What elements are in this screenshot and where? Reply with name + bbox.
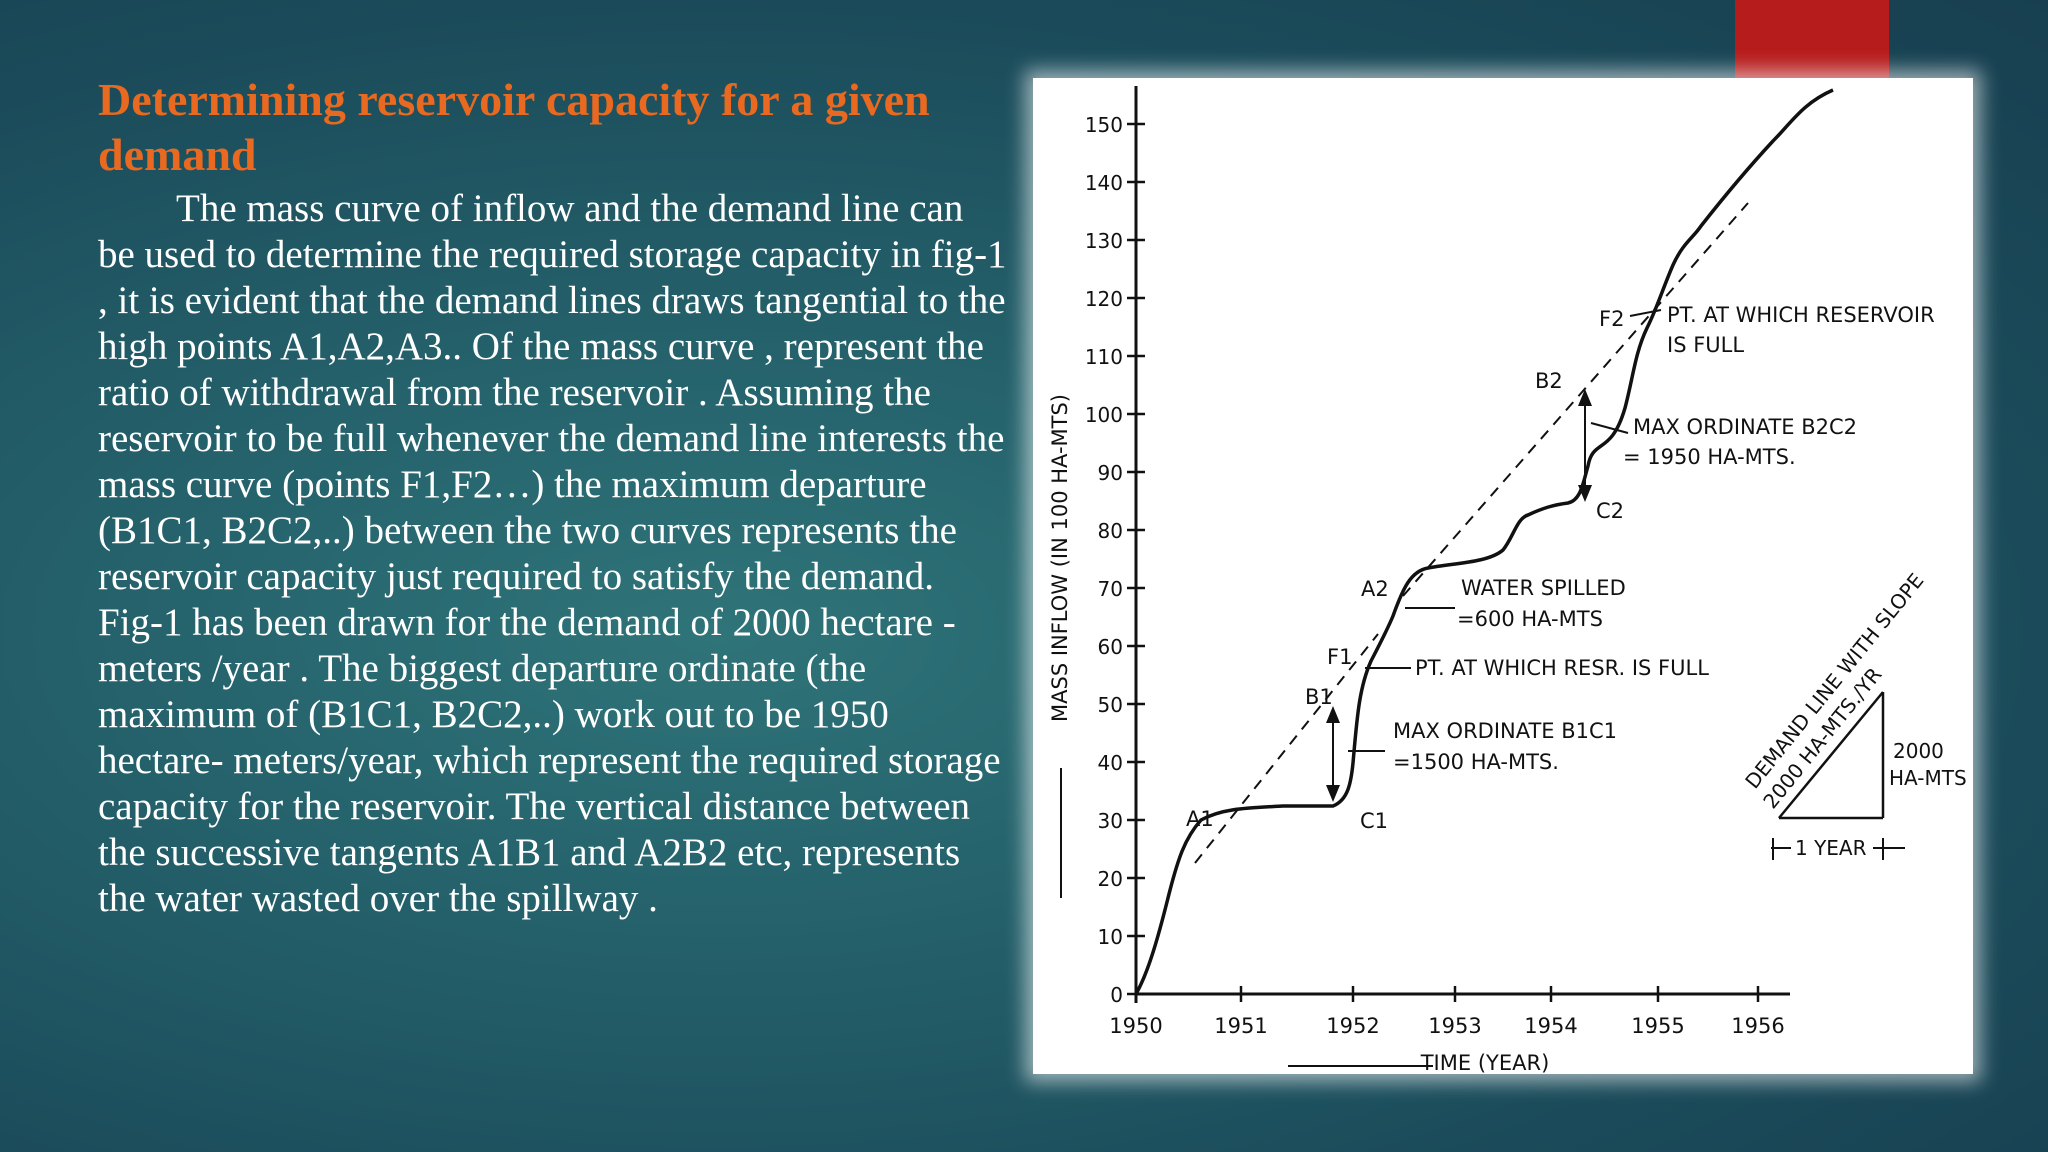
x-tick-label: 1950 [1109, 1014, 1162, 1038]
point-label-c1: C1 [1360, 809, 1388, 833]
y-tick-label: 60 [1098, 635, 1123, 659]
x-tick-label: 1956 [1731, 1014, 1784, 1038]
y-tick-label: 80 [1098, 519, 1123, 543]
demand-legend-rise-2: HA-MTS [1889, 766, 1967, 790]
mass-curve-diagram: 0 10 20 30 40 50 60 70 80 90 100 110 120… [1048, 86, 1967, 1074]
demand-legend-run: 1 YEAR [1795, 836, 1867, 860]
y-tick-label: 130 [1085, 229, 1123, 253]
annotation-pt-full-2: IS FULL [1667, 333, 1744, 357]
y-tick-label: 50 [1098, 693, 1123, 717]
demand-line-a1b1 [1194, 633, 1379, 864]
red-accent-bar [1735, 0, 1889, 86]
body-text: The mass curve of inflow and the demand … [98, 186, 1008, 922]
annotation-max-b1c1-1: MAX ORDINATE B1C1 [1393, 719, 1617, 743]
y-tick-label: 70 [1098, 577, 1123, 601]
mass-curve-line [1134, 88, 1834, 995]
x-axis-title: TIME (YEAR) [1420, 1051, 1550, 1074]
mass-curve-figure: 0 10 20 30 40 50 60 70 80 90 100 110 120… [1033, 78, 1973, 1074]
point-label-b2: B2 [1535, 369, 1563, 393]
x-tick-label: 1954 [1524, 1014, 1577, 1038]
leader-f2 [1629, 309, 1662, 317]
y-tick-label: 20 [1098, 867, 1123, 891]
y-tick-label: 0 [1110, 983, 1123, 1007]
annotation-water-spilled-1: WATER SPILLED [1461, 576, 1626, 600]
point-label-f2: F2 [1599, 307, 1624, 331]
leader-b2c2 [1590, 422, 1629, 434]
annotation-max-b2c2-1: MAX ORDINATE B2C2 [1633, 415, 1857, 439]
annotation-resr-full: PT. AT WHICH RESR. IS FULL [1415, 656, 1709, 680]
x-tick-label: 1951 [1214, 1014, 1267, 1038]
y-tick-label: 150 [1085, 113, 1123, 137]
y-tick-label: 120 [1085, 287, 1123, 311]
y-tick-label: 40 [1098, 751, 1123, 775]
y-axis-title: MASS INFLOW (IN 100 HA-MTS) [1048, 394, 1072, 722]
point-label-a2: A2 [1361, 577, 1389, 601]
slide-title: Determining reservoir capacity for a giv… [98, 74, 930, 180]
x-tick-label: 1955 [1631, 1014, 1684, 1038]
y-tick-label: 100 [1085, 403, 1123, 427]
x-tick-label: 1952 [1326, 1014, 1379, 1038]
y-tick-label: 110 [1085, 345, 1123, 369]
annotation-pt-full-1: PT. AT WHICH RESERVOIR [1667, 303, 1935, 327]
demand-slope-line [1778, 691, 1884, 819]
demand-legend-text: DEMAND LINE WITH SLOPE 2000 HA-MTS./YR 2… [1740, 569, 1966, 860]
annotations: PT. AT WHICH RESERVOIR IS FULL MAX ORDIN… [1393, 303, 1935, 774]
point-label-b1: B1 [1305, 685, 1333, 709]
annotation-max-b1c1-2: =1500 HA-MTS. [1393, 750, 1559, 774]
annotation-water-spilled-2: =600 HA-MTS [1457, 607, 1603, 631]
point-label-a1: A1 [1186, 807, 1214, 831]
demand-run-label-bg [1791, 834, 1873, 862]
y-axis-ticks [1127, 122, 1145, 996]
paragraph-1: The mass curve of inflow and the demand … [98, 187, 1007, 598]
x-tick-labels: 1950 1951 1952 1953 1954 1955 1956 [1109, 1014, 1784, 1038]
point-label-f1: F1 [1327, 645, 1352, 669]
y-tick-label: 10 [1098, 925, 1123, 949]
point-label-c2: C2 [1596, 499, 1624, 523]
x-axis-ticks [1134, 986, 1760, 1002]
y-tick-label: 140 [1085, 171, 1123, 195]
demand-legend-rise-1: 2000 [1893, 739, 1944, 763]
paragraph-2: Fig-1 has been drawn for the demand of 2… [98, 601, 1001, 920]
annotation-max-b2c2-2: = 1950 HA-MTS. [1623, 445, 1796, 469]
y-tick-label: 90 [1098, 461, 1123, 485]
demand-line-a2b2 [1402, 202, 1749, 597]
y-tick-labels: 0 10 20 30 40 50 60 70 80 90 100 110 120… [1085, 113, 1123, 1007]
y-tick-label: 30 [1098, 809, 1123, 833]
x-tick-label: 1953 [1428, 1014, 1481, 1038]
point-labels: A1 C1 B1 F1 A2 C2 B2 F2 [1186, 307, 1624, 833]
